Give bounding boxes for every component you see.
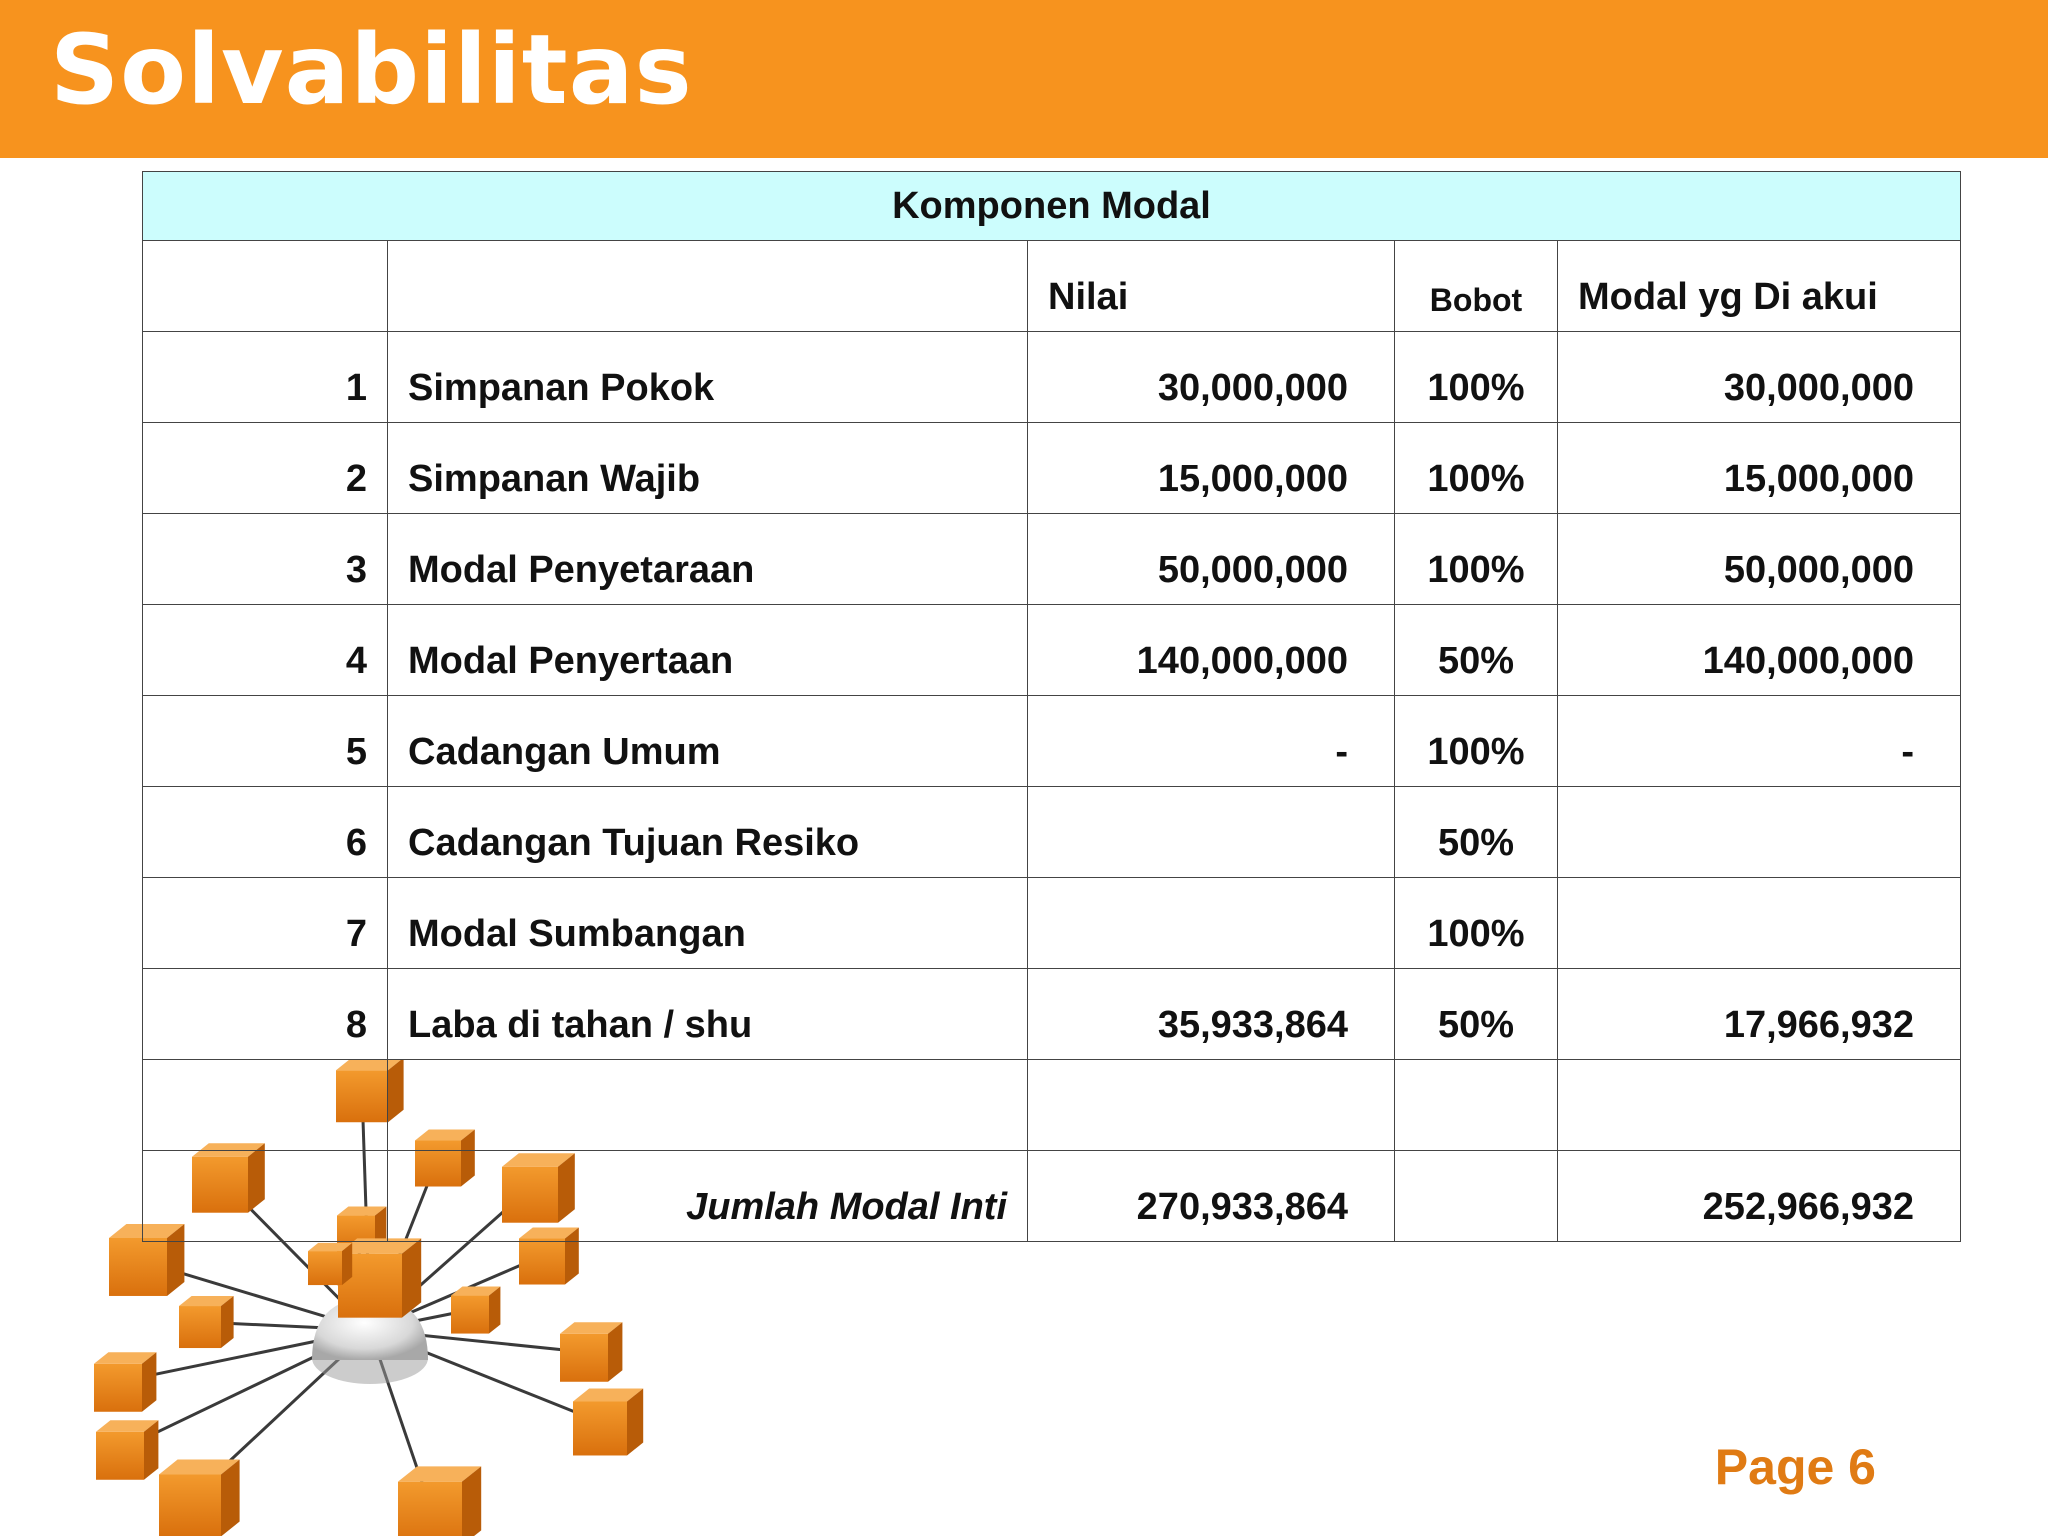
row-component-name: Modal Penyetaraan — [387, 513, 1028, 605]
row-nilai: 35,933,864 — [1027, 968, 1395, 1060]
table-column-header-row: Nilai Bobot Modal yg Di akui — [142, 240, 1961, 332]
page-number: Page 6 — [1714, 1439, 1876, 1495]
row-modal-diakui: - — [1557, 695, 1961, 787]
row-component-name: Cadangan Umum — [387, 695, 1028, 787]
row-nilai: 50,000,000 — [1027, 513, 1395, 605]
network-cube — [451, 1286, 501, 1334]
row-bobot: 100% — [1394, 695, 1558, 787]
col-header-component — [387, 240, 1028, 332]
row-number: 4 — [142, 604, 388, 696]
table-row: 4 Modal Penyertaan 140,000,000 50% 140,000,0… — [142, 604, 1961, 696]
row-modal-diakui — [1557, 877, 1961, 969]
row-nilai — [1027, 877, 1395, 969]
row-number: 2 — [142, 422, 388, 514]
table-row: 2 Simpanan Wajib 15,000,000 100% 15,000,000 — [142, 422, 1961, 514]
row-nilai: 30,000,000 — [1027, 331, 1395, 423]
col-header-nilai: Nilai — [1027, 240, 1395, 332]
row-component-name: Laba di tahan / shu — [387, 968, 1028, 1060]
row-bobot: 50% — [1394, 786, 1558, 878]
row-component-name: Simpanan Pokok — [387, 331, 1028, 423]
total-modal-diakui: 252,966,932 — [1557, 1150, 1961, 1242]
total-no-cell — [142, 1150, 388, 1242]
row-number: 5 — [142, 695, 388, 787]
row-bobot: 100% — [1394, 331, 1558, 423]
row-bobot — [1394, 1059, 1558, 1151]
row-number: 1 — [142, 331, 388, 423]
col-header-bobot: Bobot — [1394, 240, 1558, 332]
table-row: 3 Modal Penyetaraan 50,000,000 100% 50,000,0… — [142, 513, 1961, 605]
table-row: 1 Simpanan Pokok 30,000,000 100% 30,000,000 — [142, 331, 1961, 423]
row-component-name — [387, 1059, 1028, 1151]
row-component-name: Modal Penyertaan — [387, 604, 1028, 696]
network-cube — [94, 1352, 157, 1412]
row-modal-diakui — [1557, 786, 1961, 878]
col-header-modal-diakui: Modal yg Di akui — [1557, 240, 1961, 332]
row-number: 7 — [142, 877, 388, 969]
row-component-name: Modal Sumbangan — [387, 877, 1028, 969]
network-cube — [573, 1388, 644, 1456]
total-row: Jumlah Modal Inti 270,933,864 252,966,93… — [142, 1150, 1961, 1242]
network-cube — [560, 1322, 623, 1382]
network-cube — [96, 1420, 159, 1480]
table-row: 6 Cadangan Tujuan Resiko 50% — [142, 786, 1961, 878]
network-cube — [179, 1295, 234, 1349]
row-nilai: 15,000,000 — [1027, 422, 1395, 514]
row-nilai — [1027, 786, 1395, 878]
row-bobot: 50% — [1394, 604, 1558, 696]
row-number: 8 — [142, 968, 388, 1060]
table-row: 7 Modal Sumbangan 100% — [142, 877, 1961, 969]
col-header-no — [142, 240, 388, 332]
table-row: 8 Laba di tahan / shu 35,933,864 50% 17,966,… — [142, 968, 1961, 1060]
network-cube — [308, 1242, 353, 1286]
row-bobot: 100% — [1394, 877, 1558, 969]
row-modal-diakui: 15,000,000 — [1557, 422, 1961, 514]
row-number — [142, 1059, 388, 1151]
table-row: 5 Cadangan Umum -100% - — [142, 695, 1961, 787]
row-number: 6 — [142, 786, 388, 878]
row-component-name: Simpanan Wajib — [387, 422, 1028, 514]
row-bobot: 100% — [1394, 513, 1558, 605]
network-cube — [519, 1227, 579, 1285]
total-label: Jumlah Modal Inti — [387, 1150, 1028, 1242]
row-nilai — [1027, 1059, 1395, 1151]
network-cube — [159, 1459, 240, 1536]
table-title-row: Komponen Modal — [142, 171, 1961, 241]
table-title: Komponen Modal — [142, 171, 1961, 241]
row-bobot: 50% — [1394, 968, 1558, 1060]
slide-title: Solvabilitas — [50, 14, 693, 126]
row-modal-diakui — [1557, 1059, 1961, 1151]
table-row — [142, 1059, 1961, 1151]
row-nilai: 140,000,000 — [1027, 604, 1395, 696]
network-cube — [398, 1466, 482, 1536]
row-nilai: - — [1027, 695, 1395, 787]
komponen-modal-table: Komponen Modal Nilai Bobot Modal yg Di a… — [142, 171, 1961, 1242]
row-modal-diakui: 140,000,000 — [1557, 604, 1961, 696]
total-nilai: 270,933,864 — [1027, 1150, 1395, 1242]
row-number: 3 — [142, 513, 388, 605]
row-bobot: 100% — [1394, 422, 1558, 514]
total-bobot — [1394, 1150, 1558, 1242]
row-component-name: Cadangan Tujuan Resiko — [387, 786, 1028, 878]
row-modal-diakui: 30,000,000 — [1557, 331, 1961, 423]
row-modal-diakui: 17,966,932 — [1557, 968, 1961, 1060]
row-modal-diakui: 50,000,000 — [1557, 513, 1961, 605]
title-bar: Solvabilitas — [0, 0, 2048, 158]
